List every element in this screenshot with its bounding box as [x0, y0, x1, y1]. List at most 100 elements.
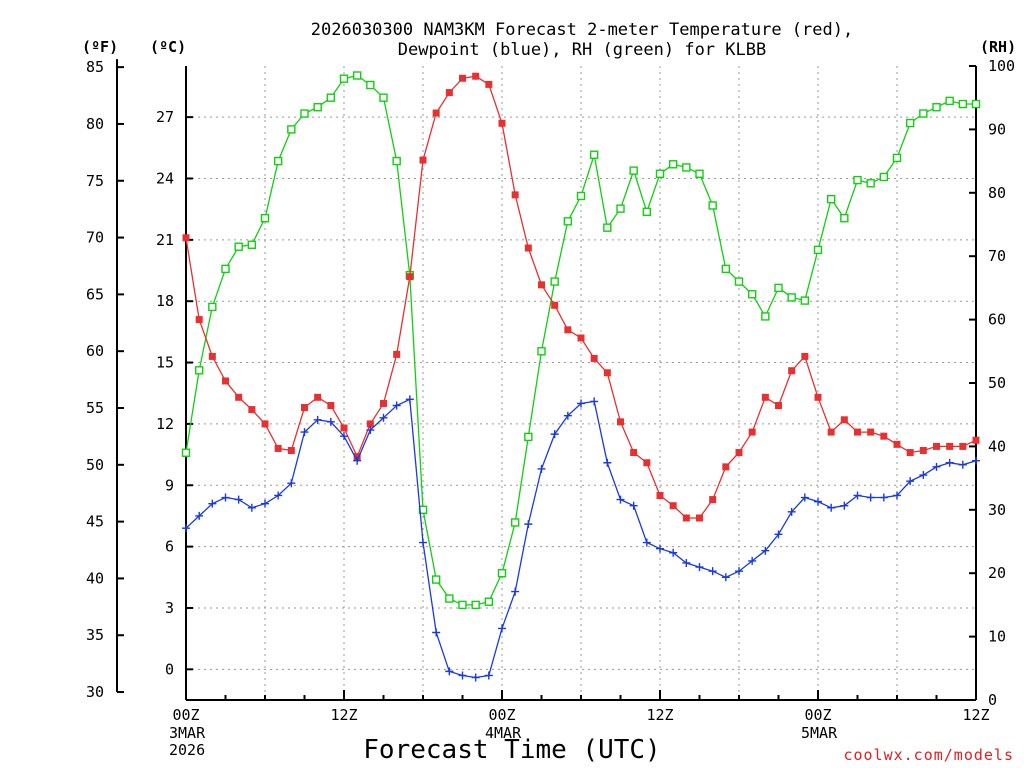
temperature-point [222, 377, 229, 385]
celsius-tick-label: 27 [156, 108, 174, 126]
temperature-point [432, 109, 440, 117]
temperature-point [327, 401, 335, 409]
fahrenheit-tick-label: 60 [86, 342, 104, 360]
temperature-point [235, 393, 243, 401]
rh-point [589, 150, 599, 159]
fahrenheit-tick-label: 40 [86, 569, 104, 587]
rh-point [537, 347, 546, 356]
temperature-point [498, 119, 506, 127]
temperature-point [617, 418, 624, 426]
rh-tick-label: 50 [988, 374, 1006, 392]
rh-tick-label: 10 [988, 628, 1006, 646]
temperature-point [643, 459, 651, 467]
rh-unit-label: (RH) [980, 38, 1016, 56]
celsius-tick-label: 12 [156, 415, 174, 433]
rh-point [655, 169, 665, 178]
dewpoint-point [445, 667, 454, 676]
rh-point [800, 296, 810, 305]
dewpoint-point [800, 493, 809, 502]
time-tick-label: 12Z [330, 706, 357, 724]
dewpoint-point [708, 567, 717, 576]
temperature-point [182, 234, 190, 242]
rh-point [826, 194, 836, 204]
dewpoint-point [669, 548, 678, 557]
rh-tick-label: 0 [988, 691, 997, 709]
dewpoint-point [340, 432, 348, 441]
dewpoint-point [326, 417, 335, 426]
rh-point [484, 597, 494, 606]
rh-point [734, 277, 744, 286]
dewpoint-point [906, 477, 915, 486]
rh-point [879, 172, 889, 182]
temperature-point [524, 244, 532, 252]
temperature-point [722, 463, 730, 471]
dewpoint-point [195, 511, 204, 520]
series-line [185, 398, 977, 679]
date-tick-label: 3MAR [169, 724, 206, 742]
temperature-point [919, 446, 927, 454]
rh-point [616, 204, 625, 213]
series-open-square [181, 71, 981, 610]
temperature-point [261, 420, 269, 428]
dewpoint-point [234, 495, 243, 504]
temperature-point [696, 514, 703, 522]
rh-point [853, 175, 862, 185]
credit-link[interactable]: coolwx.com/models [843, 746, 1014, 764]
temperature-point [314, 393, 322, 401]
temperature-point [577, 334, 585, 342]
rh-point [813, 245, 823, 255]
rh-point [866, 179, 875, 188]
temperature-point [603, 369, 611, 377]
series-filled-square [182, 72, 980, 522]
temperature-point [682, 514, 690, 522]
rh-point [629, 166, 638, 175]
dewpoint-point [287, 479, 296, 488]
fahrenheit-tick-label: 85 [86, 58, 104, 76]
rh-point [563, 217, 573, 226]
rh-point [287, 125, 296, 134]
temperature-point [393, 350, 401, 358]
dewpoint-point [550, 430, 559, 439]
dewpoint-point [932, 462, 941, 471]
rh-point [971, 99, 981, 109]
temperature-point [274, 444, 282, 452]
rh-point [366, 80, 375, 90]
dewpoint-point [721, 573, 730, 582]
temperature-point [867, 428, 875, 436]
dewpoint-point [300, 428, 309, 437]
dewpoint-point [840, 501, 849, 510]
rh-point [668, 160, 678, 169]
rh-point [510, 518, 520, 527]
dewpoint-point [379, 413, 388, 422]
dewpoint-point [405, 395, 414, 404]
celsius-tick-label: 3 [165, 599, 174, 617]
dewpoint-point [616, 495, 625, 504]
dewpoint-point [748, 556, 757, 565]
temperature-point [748, 428, 756, 436]
rh-point [326, 93, 336, 102]
temperature-point [946, 442, 954, 450]
fahrenheit-tick-label: 30 [86, 683, 104, 701]
temperature-point [854, 428, 861, 436]
dewpoint-point [261, 499, 269, 508]
dewpoint-point [484, 671, 493, 680]
temperature-point [933, 442, 940, 450]
temperature-point [445, 89, 453, 97]
dewpoint-point [879, 493, 888, 502]
rh-point [339, 74, 349, 83]
dewpoint-point [353, 456, 362, 465]
rh-tick-label: 80 [988, 184, 1006, 202]
rh-tick-label: 70 [988, 247, 1006, 265]
year-tick-label: 2026 [169, 741, 205, 759]
fahrenheit-tick-label: 70 [86, 229, 104, 247]
dewpoint-point [814, 497, 822, 506]
dewpoint-point [498, 624, 506, 633]
rh-point [721, 264, 731, 274]
temperature-point [195, 316, 203, 324]
data-series [181, 71, 981, 682]
temperature-point [208, 352, 216, 360]
date-tick-label: 4MAR [485, 724, 522, 742]
dewpoint-point [458, 671, 467, 680]
rh-point [642, 207, 652, 217]
celsius-tick-label: 15 [156, 354, 174, 372]
